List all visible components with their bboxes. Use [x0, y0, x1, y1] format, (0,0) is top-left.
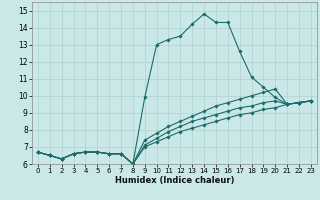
- X-axis label: Humidex (Indice chaleur): Humidex (Indice chaleur): [115, 176, 234, 185]
